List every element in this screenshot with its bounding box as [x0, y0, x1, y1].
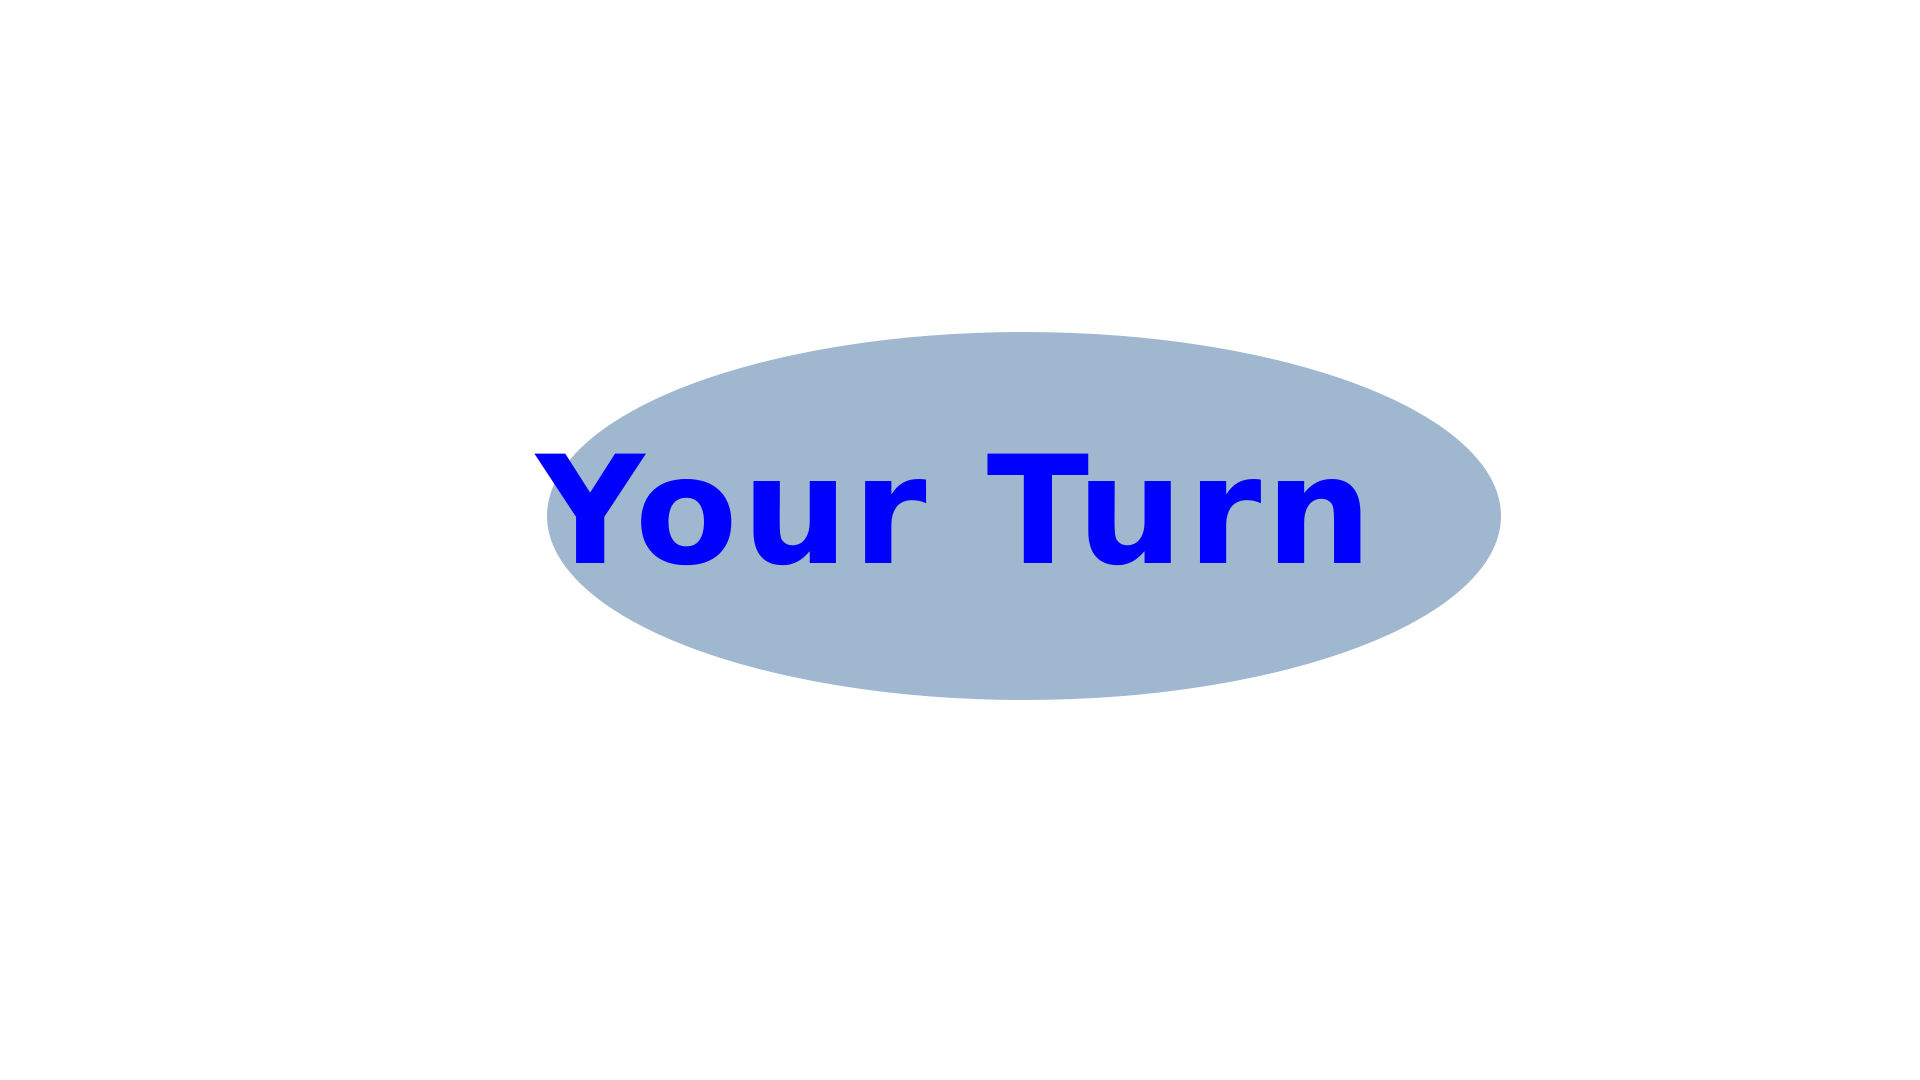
your-turn-label: Your Turn — [535, 425, 1377, 599]
oval-shape — [547, 332, 1501, 700]
